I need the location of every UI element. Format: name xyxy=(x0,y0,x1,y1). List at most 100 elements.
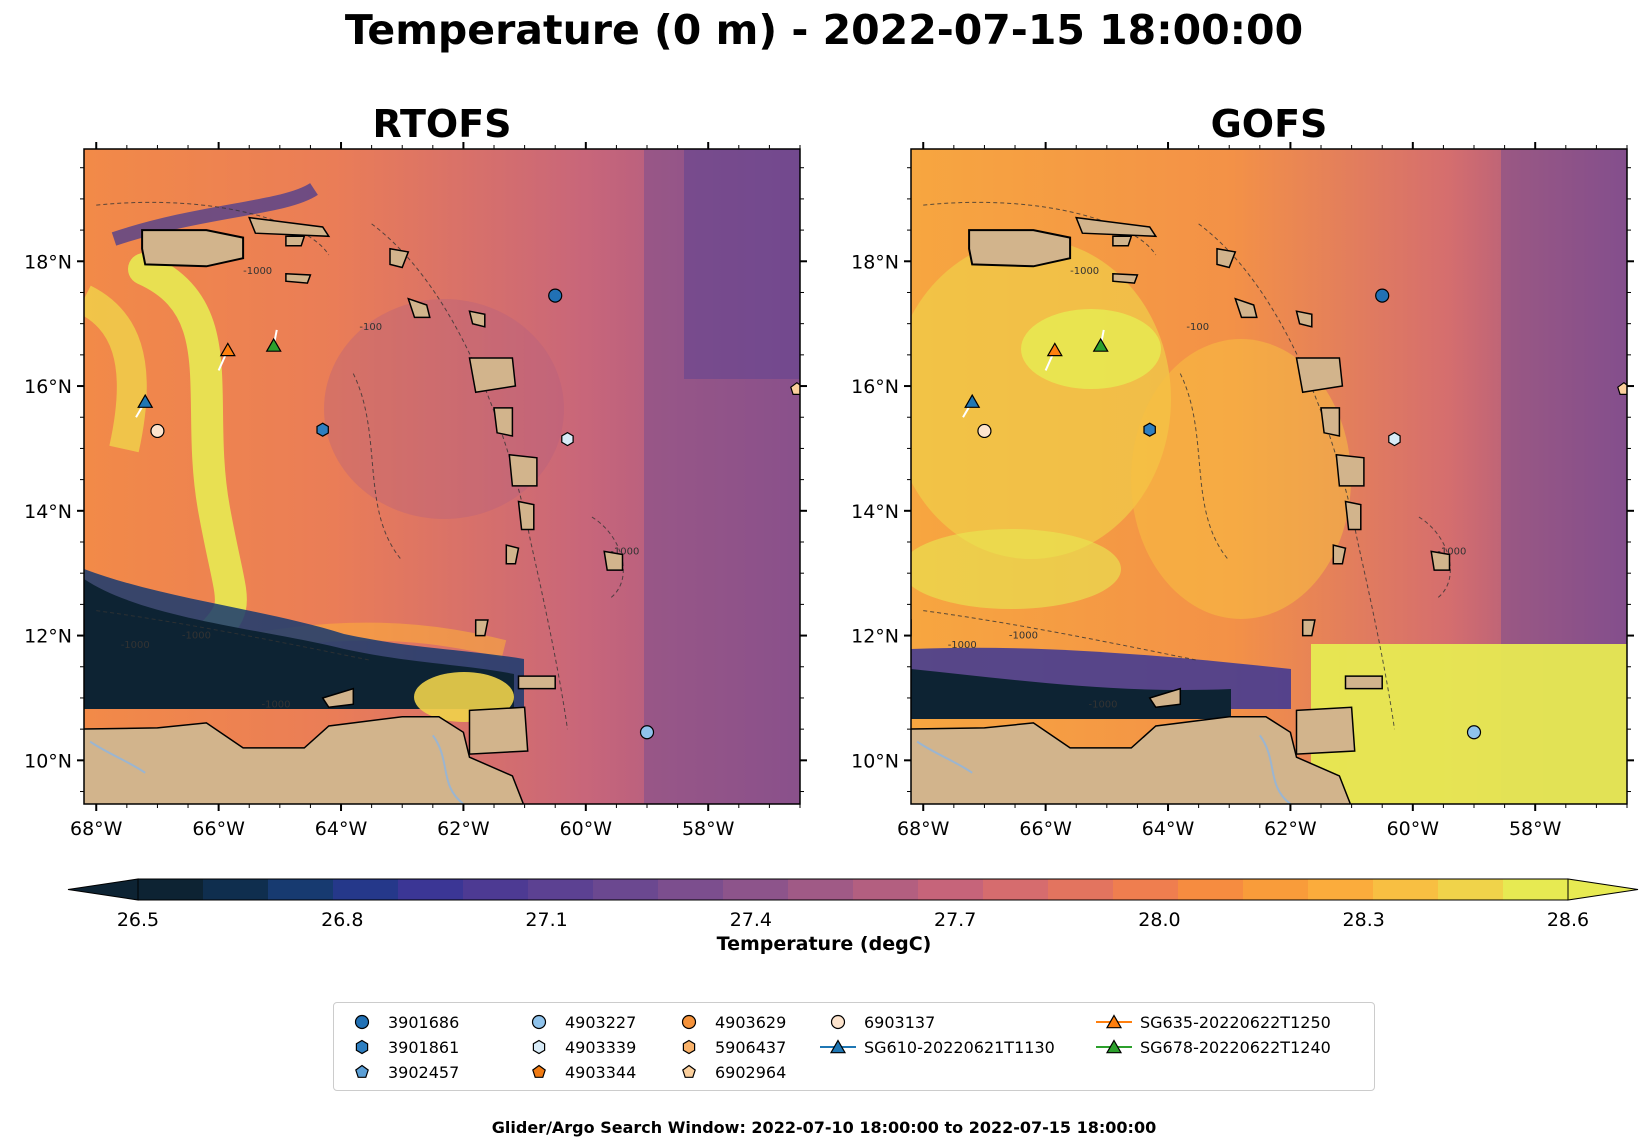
river xyxy=(432,734,465,804)
lat-tick-label: 16°N xyxy=(851,376,899,398)
hexagon-marker-icon xyxy=(532,1039,546,1055)
circle-marker-icon xyxy=(681,1014,697,1030)
land-island xyxy=(1112,273,1139,284)
contour-label: -1000 xyxy=(243,266,272,277)
colorbar-segment xyxy=(1178,879,1244,900)
colorbar-tick-label: 26.5 xyxy=(117,909,159,931)
legend-marker xyxy=(682,1064,696,1078)
contour-label: -1000 xyxy=(1088,699,1117,710)
land-island xyxy=(517,675,556,690)
pentagon-marker-icon xyxy=(682,1064,696,1078)
land-island xyxy=(248,216,331,238)
land-island xyxy=(1148,687,1182,709)
station-marker-4903339 xyxy=(1388,431,1401,447)
lat-tick-label: 10°N xyxy=(24,750,72,772)
legend-item-6903137: 6903137 xyxy=(818,1011,935,1033)
land-island xyxy=(1112,235,1133,247)
legend-item-SG678-20220622T1240: SG678-20220622T1240 xyxy=(1094,1036,1331,1058)
land-trinidad xyxy=(1295,706,1356,755)
lon-tick-label: 66°W xyxy=(192,818,245,840)
colorbar-tick-label: 28.0 xyxy=(1138,909,1180,931)
land-island xyxy=(389,247,410,269)
colorbar-segment xyxy=(398,879,464,900)
lon-tick-label: 66°W xyxy=(1019,818,1072,840)
lat-tick-label: 12°N xyxy=(851,626,899,648)
legend-marker xyxy=(829,1039,847,1054)
lon-tick-label: 58°W xyxy=(1509,818,1562,840)
colorbar-tick-label: 26.8 xyxy=(321,909,363,931)
colorbar-segment xyxy=(658,879,724,900)
pentagon-marker-icon xyxy=(355,1064,369,1078)
search-window-note: Glider/Argo Search Window: 2022-07-10 18… xyxy=(491,1118,1157,1137)
legend-marker xyxy=(531,1014,547,1030)
figure-title: Temperature (0 m) - 2022-07-15 18:00:00 xyxy=(344,6,1304,54)
station-marker-6903137 xyxy=(150,423,165,439)
colorbar-segment xyxy=(1113,879,1179,900)
triangle-marker-icon xyxy=(1096,1014,1132,1029)
land-island xyxy=(505,544,520,565)
land-island xyxy=(285,235,306,247)
land-south-america xyxy=(84,715,525,804)
colorbar-segment xyxy=(203,879,269,900)
lat-tick-label: 18°N xyxy=(24,251,72,273)
legend-item-4903344: 4903344 xyxy=(519,1061,636,1083)
colorbar-segment xyxy=(268,879,334,900)
legend-marker xyxy=(1105,1014,1123,1029)
land-island xyxy=(321,687,355,709)
colorbar-segment xyxy=(1243,879,1309,900)
land-island xyxy=(1344,500,1362,531)
colorbar-segment xyxy=(463,879,529,900)
colorbar-segment xyxy=(1503,879,1569,900)
legend-item-3902457: 3902457 xyxy=(342,1061,459,1083)
contour-label: -1000 xyxy=(1437,546,1466,557)
land-island xyxy=(1234,297,1258,319)
colorbar-segment xyxy=(528,879,594,900)
legend-marker xyxy=(681,1014,697,1030)
contour-label: -1000 xyxy=(121,640,150,651)
land-trinidad xyxy=(468,706,529,755)
triangle-marker-icon xyxy=(820,1039,856,1054)
legend-label: 3901686 xyxy=(388,1012,460,1032)
colorbar-segment xyxy=(1308,879,1374,900)
legend-label: 6902964 xyxy=(715,1062,787,1082)
colorbar-segment xyxy=(983,879,1049,900)
land-island xyxy=(1430,550,1451,571)
colorbar-segment xyxy=(138,879,204,900)
colorbar-segment xyxy=(723,879,789,900)
colorbar-tick-label: 27.7 xyxy=(934,909,976,931)
bathymetry-contour xyxy=(96,610,372,662)
land-island xyxy=(1320,407,1341,437)
bathymetry-contour xyxy=(1179,373,1230,562)
pentagon-marker-icon xyxy=(532,1064,546,1078)
contour-label: -100 xyxy=(359,322,382,333)
colorbar-segment xyxy=(1373,879,1439,900)
legend-marker xyxy=(355,1064,369,1078)
colorbar-segment xyxy=(1438,879,1504,900)
contour-label: -1000 xyxy=(182,631,211,642)
colorbar-tick-label: 27.1 xyxy=(525,909,567,931)
station-marker-SG610-20220621T1130 xyxy=(137,393,154,408)
station-marker-4903227 xyxy=(639,725,655,740)
land-island xyxy=(1335,453,1365,487)
lat-tick-label: 18°N xyxy=(851,251,899,273)
legend-item-6902964: 6902964 xyxy=(669,1061,786,1083)
colorbar-segment xyxy=(333,879,399,900)
lon-tick-label: 64°W xyxy=(1142,818,1195,840)
lon-tick-label: 62°W xyxy=(1264,818,1317,840)
legend-label: SG635-20220622T1250 xyxy=(1140,1012,1331,1032)
colorbar-tick-label: 28.6 xyxy=(1547,909,1589,931)
legend-label: 4903339 xyxy=(565,1037,637,1057)
legend-marker xyxy=(682,1039,696,1055)
triangle-marker-icon xyxy=(1096,1039,1132,1054)
contour-label: -1000 xyxy=(1009,631,1038,642)
colorbar-extend-low xyxy=(67,878,139,901)
lat-tick-label: 12°N xyxy=(24,626,72,648)
land-island xyxy=(1295,310,1313,328)
land-island xyxy=(285,273,312,284)
lat-tick-label: 10°N xyxy=(851,750,899,772)
river xyxy=(89,740,146,774)
land-island xyxy=(407,297,431,319)
land-island xyxy=(493,407,514,437)
map-panel-gofs: -1000 -100 -1000 -1000 -1000 -1000 xyxy=(911,149,1627,804)
